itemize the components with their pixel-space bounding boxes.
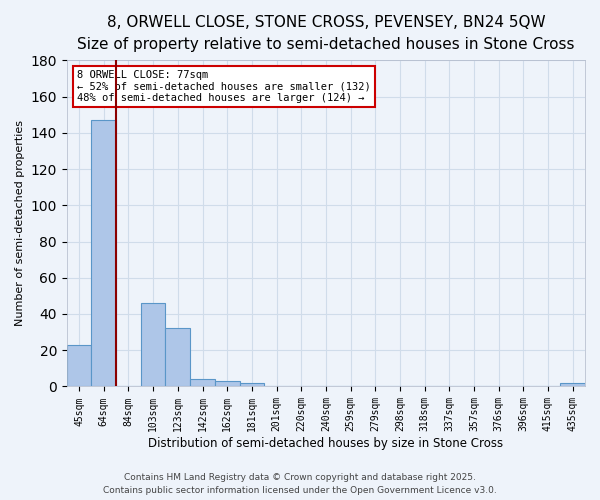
Bar [239, 383, 264, 386]
X-axis label: Distribution of semi-detached houses by size in Stone Cross: Distribution of semi-detached houses by … [148, 437, 503, 450]
Bar [560, 383, 585, 386]
Bar [67, 345, 91, 387]
Bar [215, 381, 239, 386]
Bar [166, 328, 190, 386]
Bar [141, 303, 166, 386]
Text: Contains HM Land Registry data © Crown copyright and database right 2025.
Contai: Contains HM Land Registry data © Crown c… [103, 474, 497, 495]
Title: 8, ORWELL CLOSE, STONE CROSS, PEVENSEY, BN24 5QW
Size of property relative to se: 8, ORWELL CLOSE, STONE CROSS, PEVENSEY, … [77, 15, 575, 52]
Y-axis label: Number of semi-detached properties: Number of semi-detached properties [15, 120, 25, 326]
Text: 8 ORWELL CLOSE: 77sqm
← 52% of semi-detached houses are smaller (132)
48% of sem: 8 ORWELL CLOSE: 77sqm ← 52% of semi-deta… [77, 70, 371, 103]
Bar [91, 120, 116, 386]
Bar [190, 379, 215, 386]
